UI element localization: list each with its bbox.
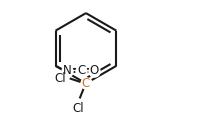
Text: C: C — [77, 64, 85, 77]
Text: O: O — [90, 64, 99, 77]
Text: Cl: Cl — [72, 102, 84, 115]
Text: N: N — [63, 64, 72, 77]
Text: Cl: Cl — [54, 72, 66, 85]
Text: C: C — [82, 77, 90, 90]
